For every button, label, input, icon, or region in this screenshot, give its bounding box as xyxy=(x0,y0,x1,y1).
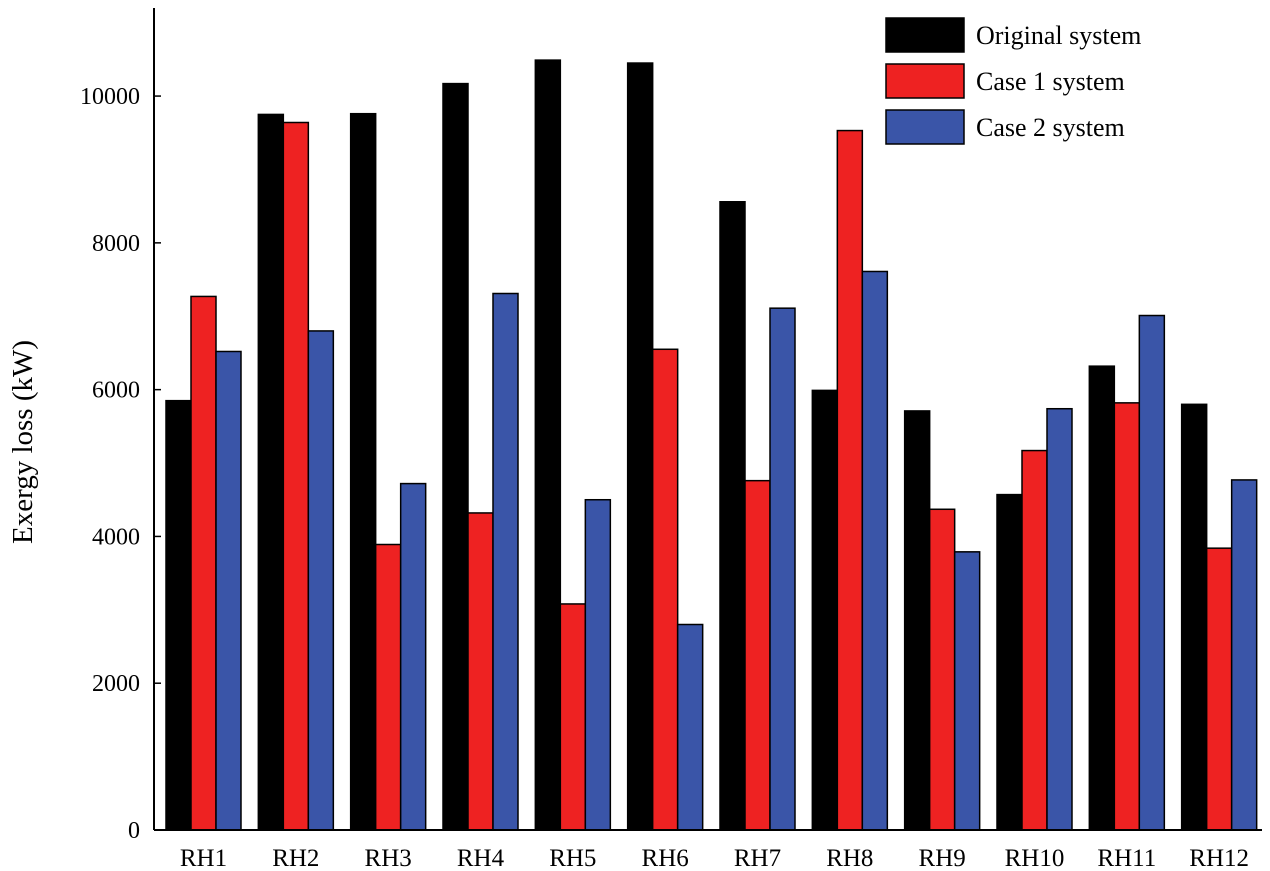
legend-label: Case 1 system xyxy=(976,67,1125,96)
bar-rh7-series-2 xyxy=(744,479,771,831)
bar-rh10-series-2 xyxy=(1021,449,1048,831)
bar-rh9-series-3 xyxy=(953,551,981,831)
bar-rh4-series-1 xyxy=(442,82,469,831)
bar-rh2-series-2 xyxy=(282,121,310,831)
legend-label: Original system xyxy=(976,21,1141,50)
bar-rh12-series-1 xyxy=(1180,403,1208,831)
bar-rh7-series-1 xyxy=(719,201,746,831)
x-category-label: RH8 xyxy=(826,845,873,871)
bar-rh8-series-1 xyxy=(811,389,839,831)
bar-rh12-series-3 xyxy=(1230,479,1258,831)
x-category-label: RH12 xyxy=(1189,845,1249,871)
y-ticks: 0 2000 4000 6000 8000 10000 xyxy=(80,84,161,844)
x-category-label: RH10 xyxy=(1005,845,1065,871)
bar-rh4-series-2 xyxy=(467,512,494,831)
y-tick-label: 2000 xyxy=(92,671,140,697)
bar-rh1-series-1 xyxy=(165,399,192,831)
x-category-label: RH2 xyxy=(272,845,319,871)
bar-rh11-series-2 xyxy=(1113,402,1141,831)
y-tick-label: 10000 xyxy=(80,84,140,110)
y-axis-title: Exergy loss (kW) xyxy=(7,340,39,544)
legend: Original system Case 1 system Case 2 syste… xyxy=(885,17,1141,145)
bar-rh5-series-1 xyxy=(534,59,562,831)
bar-rh11-series-3 xyxy=(1138,314,1166,831)
x-category-labels: RH1 RH2 RH3 RH4 RH5 RH6 RH7 RH8 RH9 RH10 RH11 RH12 xyxy=(180,845,1249,871)
bars-layer xyxy=(165,59,1258,831)
x-category-label: RH3 xyxy=(365,845,412,871)
bar-rh7-series-3 xyxy=(769,307,796,831)
y-tick-label: 4000 xyxy=(92,524,140,550)
bar-rh3-series-1 xyxy=(349,112,377,831)
bar-rh6-series-1 xyxy=(626,62,654,831)
bar-rh10-series-3 xyxy=(1046,407,1073,831)
bar-rh8-series-3 xyxy=(861,270,889,831)
x-category-label: RH4 xyxy=(457,845,505,871)
bar-rh2-series-1 xyxy=(257,113,285,831)
legend-swatch xyxy=(885,17,965,53)
bar-rh6-series-3 xyxy=(676,623,704,831)
bar-rh11-series-1 xyxy=(1088,365,1116,831)
bar-rh5-series-2 xyxy=(559,603,587,831)
legend-swatch xyxy=(885,109,965,145)
bar-rh2-series-3 xyxy=(307,330,335,831)
bar-rh9-series-1 xyxy=(903,410,931,831)
y-tick-label: 6000 xyxy=(92,378,140,404)
x-category-label: RH1 xyxy=(180,845,227,871)
bar-rh8-series-2 xyxy=(836,129,864,831)
x-category-label: RH5 xyxy=(549,845,596,871)
bar-rh12-series-2 xyxy=(1205,547,1233,831)
axes-layer xyxy=(153,8,1262,831)
y-tick-label: 8000 xyxy=(92,231,140,257)
bar-rh5-series-3 xyxy=(584,498,612,831)
legend-swatch xyxy=(885,63,965,99)
bar-rh1-series-2 xyxy=(190,295,217,831)
bar-rh6-series-2 xyxy=(651,348,679,831)
bar-rh1-series-3 xyxy=(215,350,242,831)
x-category-label: RH11 xyxy=(1097,845,1156,871)
x-category-label: RH9 xyxy=(919,845,966,871)
x-category-label: RH7 xyxy=(734,845,781,871)
legend-label: Case 2 system xyxy=(976,113,1125,142)
bar-rh4-series-3 xyxy=(492,292,519,831)
bar-rh9-series-2 xyxy=(928,508,956,831)
y-tick-label: 0 xyxy=(128,818,140,844)
bar-rh3-series-2 xyxy=(374,543,402,831)
x-category-label: RH6 xyxy=(642,845,689,871)
bar-rh10-series-1 xyxy=(996,493,1023,831)
bar-rh3-series-3 xyxy=(399,482,427,831)
